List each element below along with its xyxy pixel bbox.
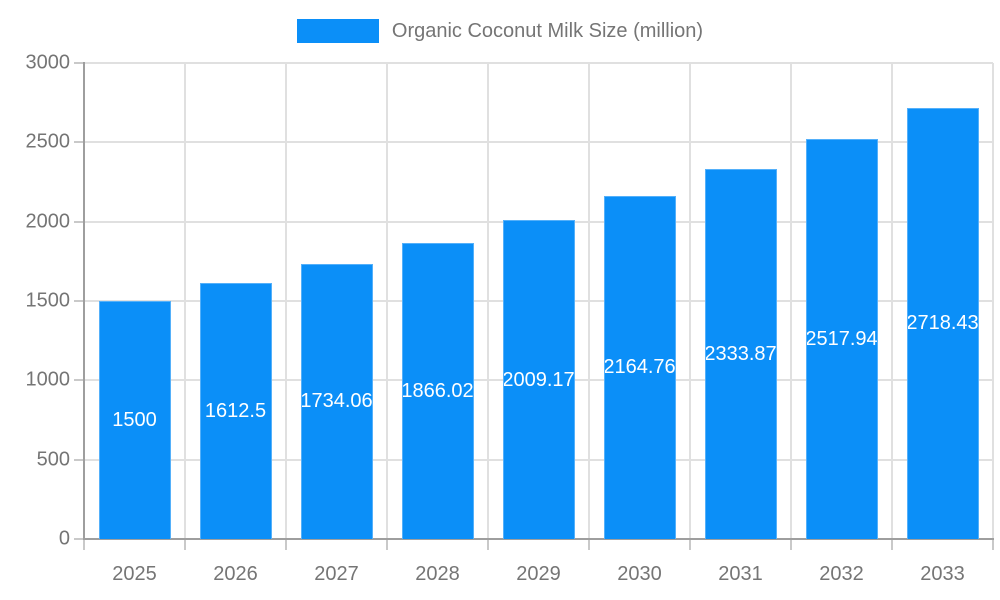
bar-2028[interactable]: 1866.02 xyxy=(401,242,474,539)
legend-swatch[interactable] xyxy=(296,19,379,43)
bar-2026[interactable]: 1612.5 xyxy=(199,283,272,539)
y-axis-line xyxy=(83,62,85,540)
gridline-horizontal xyxy=(84,62,993,64)
y-axis-tick xyxy=(74,62,83,64)
bar-value-label: 1866.02 xyxy=(401,379,474,402)
y-tick-label: 500 xyxy=(36,448,70,471)
x-tick-label-2029: 2029 xyxy=(516,563,561,585)
x-axis-tick xyxy=(891,540,893,550)
x-axis-tick xyxy=(285,540,287,550)
x-tick-label-2030: 2030 xyxy=(617,563,662,585)
y-axis-tick xyxy=(74,141,83,144)
bar-value-label: 1500 xyxy=(112,409,157,431)
y-tick-label: 2500 xyxy=(25,130,71,153)
bar-2031[interactable]: 2333.87 xyxy=(704,168,777,539)
bar-2033[interactable]: 2718.43 xyxy=(906,107,979,539)
x-tick-label-2028: 2028 xyxy=(415,563,460,585)
y-tick-label: 3000 xyxy=(25,51,71,74)
bar-value-label: 2517.94 xyxy=(805,328,878,351)
x-tick-label-2025: 2025 xyxy=(112,563,157,585)
y-tick-label: 0 xyxy=(58,527,70,550)
gridline-vertical xyxy=(689,63,691,539)
y-tick-label: 1000 xyxy=(25,368,71,391)
y-axis-tick xyxy=(74,379,83,382)
bar-value-label: 2009.17 xyxy=(502,368,575,391)
gridline-vertical xyxy=(285,63,287,539)
bar-value-label: 2164.76 xyxy=(603,356,676,379)
x-axis-tick xyxy=(790,540,792,550)
x-tick-label-2027: 2027 xyxy=(314,563,359,585)
bar-value-label: 2333.87 xyxy=(704,342,777,365)
x-tick-label-2031: 2031 xyxy=(718,563,763,585)
gridline-horizontal xyxy=(84,141,993,144)
gridline-vertical xyxy=(992,63,994,539)
y-axis-tick xyxy=(74,538,83,540)
gridline-vertical xyxy=(184,63,186,539)
legend-label: Organic Coconut Milk Size (million) xyxy=(391,19,704,42)
x-axis-line xyxy=(83,538,994,540)
legend-item[interactable]: Organic Coconut Milk Size (million) xyxy=(0,19,1000,43)
bar-2029[interactable]: 2009.17 xyxy=(502,220,575,539)
y-axis-tick xyxy=(74,220,83,223)
y-axis-tick xyxy=(74,300,83,302)
x-axis-tick xyxy=(184,540,186,550)
bar-value-label: 1734.06 xyxy=(300,390,373,413)
x-tick-label-2033: 2033 xyxy=(920,563,965,585)
gridline-vertical xyxy=(386,63,388,539)
gridline-vertical xyxy=(588,63,590,539)
bar-value-label: 2718.43 xyxy=(906,312,979,335)
y-tick-label: 1500 xyxy=(25,289,71,312)
bar-2030[interactable]: 2164.76 xyxy=(603,195,676,539)
bar-2032[interactable]: 2517.94 xyxy=(805,139,878,539)
y-axis-tick xyxy=(74,458,83,461)
bar-2027[interactable]: 1734.06 xyxy=(300,263,373,539)
bar-2025[interactable]: 1500 xyxy=(98,301,171,539)
x-tick-label-2026: 2026 xyxy=(213,563,258,585)
x-axis-tick xyxy=(487,540,489,550)
x-axis-tick xyxy=(689,540,691,550)
x-axis-tick xyxy=(992,540,994,550)
x-axis-tick xyxy=(588,540,590,550)
x-tick-label-2032: 2032 xyxy=(819,563,864,585)
gridline-vertical xyxy=(891,63,893,539)
x-axis-tick xyxy=(83,540,85,550)
y-tick-label: 2000 xyxy=(25,210,71,233)
gridline-vertical xyxy=(790,63,792,539)
gridline-vertical xyxy=(487,63,489,539)
bar-value-label: 1612.5 xyxy=(204,400,267,423)
x-axis-tick xyxy=(386,540,388,550)
